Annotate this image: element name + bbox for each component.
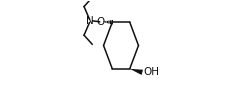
Text: O: O (97, 17, 105, 27)
Polygon shape (130, 69, 143, 75)
Text: N: N (86, 16, 94, 26)
Text: OH: OH (143, 67, 159, 77)
